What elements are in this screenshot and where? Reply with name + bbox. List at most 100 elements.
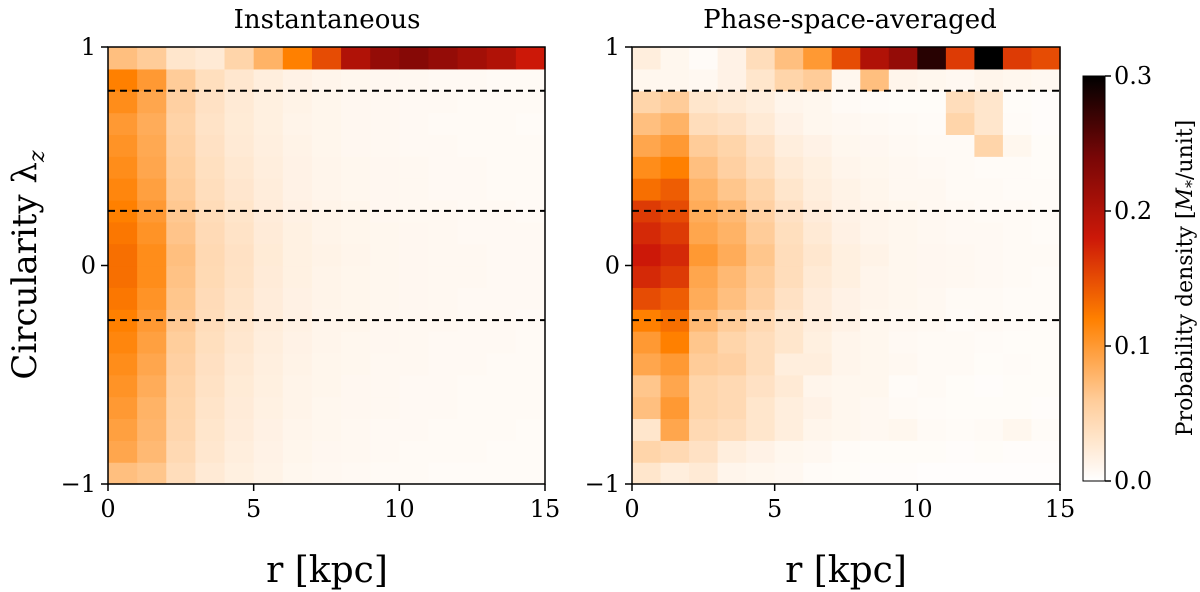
heatmap-cell	[515, 440, 546, 463]
heatmap-cell	[195, 47, 226, 70]
heatmap-cell	[195, 221, 226, 245]
heatmap-cell	[689, 265, 719, 288]
heatmap-cell	[457, 47, 488, 70]
heatmap-cell	[166, 418, 196, 441]
heatmap-cell	[282, 243, 313, 267]
heatmap-cell	[717, 331, 747, 354]
heatmap-cell	[253, 68, 284, 92]
heatmap-cell	[341, 47, 371, 70]
heatmap-cell	[457, 462, 488, 485]
heatmap-cell	[746, 396, 776, 420]
heatmap-cell	[166, 112, 196, 135]
heatmap-cell	[774, 243, 804, 267]
y-axis-label: Circularity λz	[5, 150, 50, 380]
heatmap-cell	[888, 396, 918, 420]
y-tick-label: 1	[605, 33, 620, 61]
heatmap-cell	[945, 374, 975, 398]
heatmap-cell	[166, 68, 196, 92]
heatmap-cell	[803, 90, 833, 114]
heatmap-cell	[457, 156, 488, 179]
x-axis-label: r [kpc]	[785, 550, 907, 591]
heatmap-cell	[974, 178, 1004, 201]
heatmap-cell	[224, 418, 255, 441]
heatmap-cell	[282, 112, 313, 135]
heatmap-cell	[195, 462, 226, 485]
heatmap-cell	[632, 221, 662, 245]
heatmap-cell	[746, 134, 776, 157]
heatmap-cell	[974, 418, 1004, 441]
colorbar-label-suffix: /unit]	[1173, 120, 1198, 180]
heatmap-cell	[945, 156, 975, 179]
heatmap-cell	[224, 47, 255, 70]
heatmap-cell	[282, 178, 313, 201]
heatmap-cell	[831, 440, 861, 463]
heatmap-cell	[224, 156, 255, 179]
heatmap-cell	[689, 156, 719, 179]
heatmap-cell	[341, 243, 371, 267]
heatmap-cell	[515, 462, 546, 485]
heatmap-cell	[108, 418, 138, 441]
heatmap-cell	[974, 440, 1004, 463]
heatmap-cell	[774, 331, 804, 354]
heatmap-cell	[717, 243, 747, 267]
heatmap-cell	[253, 352, 284, 376]
heatmap-cell	[1031, 287, 1061, 310]
heatmap-cell	[888, 352, 918, 376]
heatmap-cell	[137, 221, 167, 245]
heatmap-cell	[632, 462, 662, 485]
heatmap-cell	[311, 396, 342, 420]
heatmap-cell	[137, 112, 167, 135]
heatmap-cell	[717, 156, 747, 179]
heatmap-cell	[860, 287, 890, 310]
heatmap-cell	[311, 221, 342, 245]
heatmap-cell	[282, 134, 313, 157]
heatmap-cell	[632, 112, 662, 135]
heatmap-cell	[803, 462, 833, 485]
heatmap-cell	[486, 418, 517, 441]
heatmap-cell	[341, 112, 371, 135]
heatmap-cell	[341, 265, 371, 288]
heatmap-cell	[137, 156, 167, 179]
heatmap-cell	[917, 352, 947, 376]
heatmap-cell	[486, 287, 517, 310]
heatmap-cell	[717, 265, 747, 288]
heatmap-cell	[486, 68, 517, 92]
heatmap-cell	[428, 199, 459, 223]
heatmap-cell	[486, 90, 517, 114]
heatmap-cell	[515, 265, 546, 288]
heatmap-cell	[803, 134, 833, 157]
heatmap-cell	[137, 287, 167, 310]
heatmap-cell	[457, 374, 488, 398]
heatmap-cell	[860, 331, 890, 354]
heatmap-cell	[399, 221, 430, 245]
colorbar-tick-label: 0.2	[1114, 197, 1152, 225]
heatmap-cell	[457, 287, 488, 310]
heatmap-cell	[917, 418, 947, 441]
heatmap-cell	[717, 134, 747, 157]
heatmap-cell	[457, 134, 488, 157]
heatmap-cell	[457, 178, 488, 201]
heatmap-cell	[515, 112, 546, 135]
heatmap-cell	[974, 134, 1004, 157]
heatmap-cell	[917, 112, 947, 135]
heatmap-cell	[945, 462, 975, 485]
heatmap-cell	[137, 331, 167, 354]
heatmap-cell	[803, 112, 833, 135]
heatmap-cell	[224, 68, 255, 92]
heatmap-cell	[803, 178, 833, 201]
heatmap-cell	[860, 352, 890, 376]
heatmap-cell	[399, 178, 430, 201]
heatmap-cell	[689, 199, 719, 223]
heatmap-cell	[515, 396, 546, 420]
heatmap-cell	[888, 156, 918, 179]
heatmap-cell	[137, 374, 167, 398]
heatmap-cell	[689, 243, 719, 267]
heatmap-cell	[632, 331, 662, 354]
heatmap-cell	[282, 221, 313, 245]
heatmap-cell	[195, 440, 226, 463]
x-axis-label: r [kpc]	[266, 550, 388, 591]
heatmap-cell	[166, 462, 196, 485]
heatmap-cell	[195, 287, 226, 310]
heatmap-cell	[341, 199, 371, 223]
heatmap-cell	[632, 134, 662, 157]
